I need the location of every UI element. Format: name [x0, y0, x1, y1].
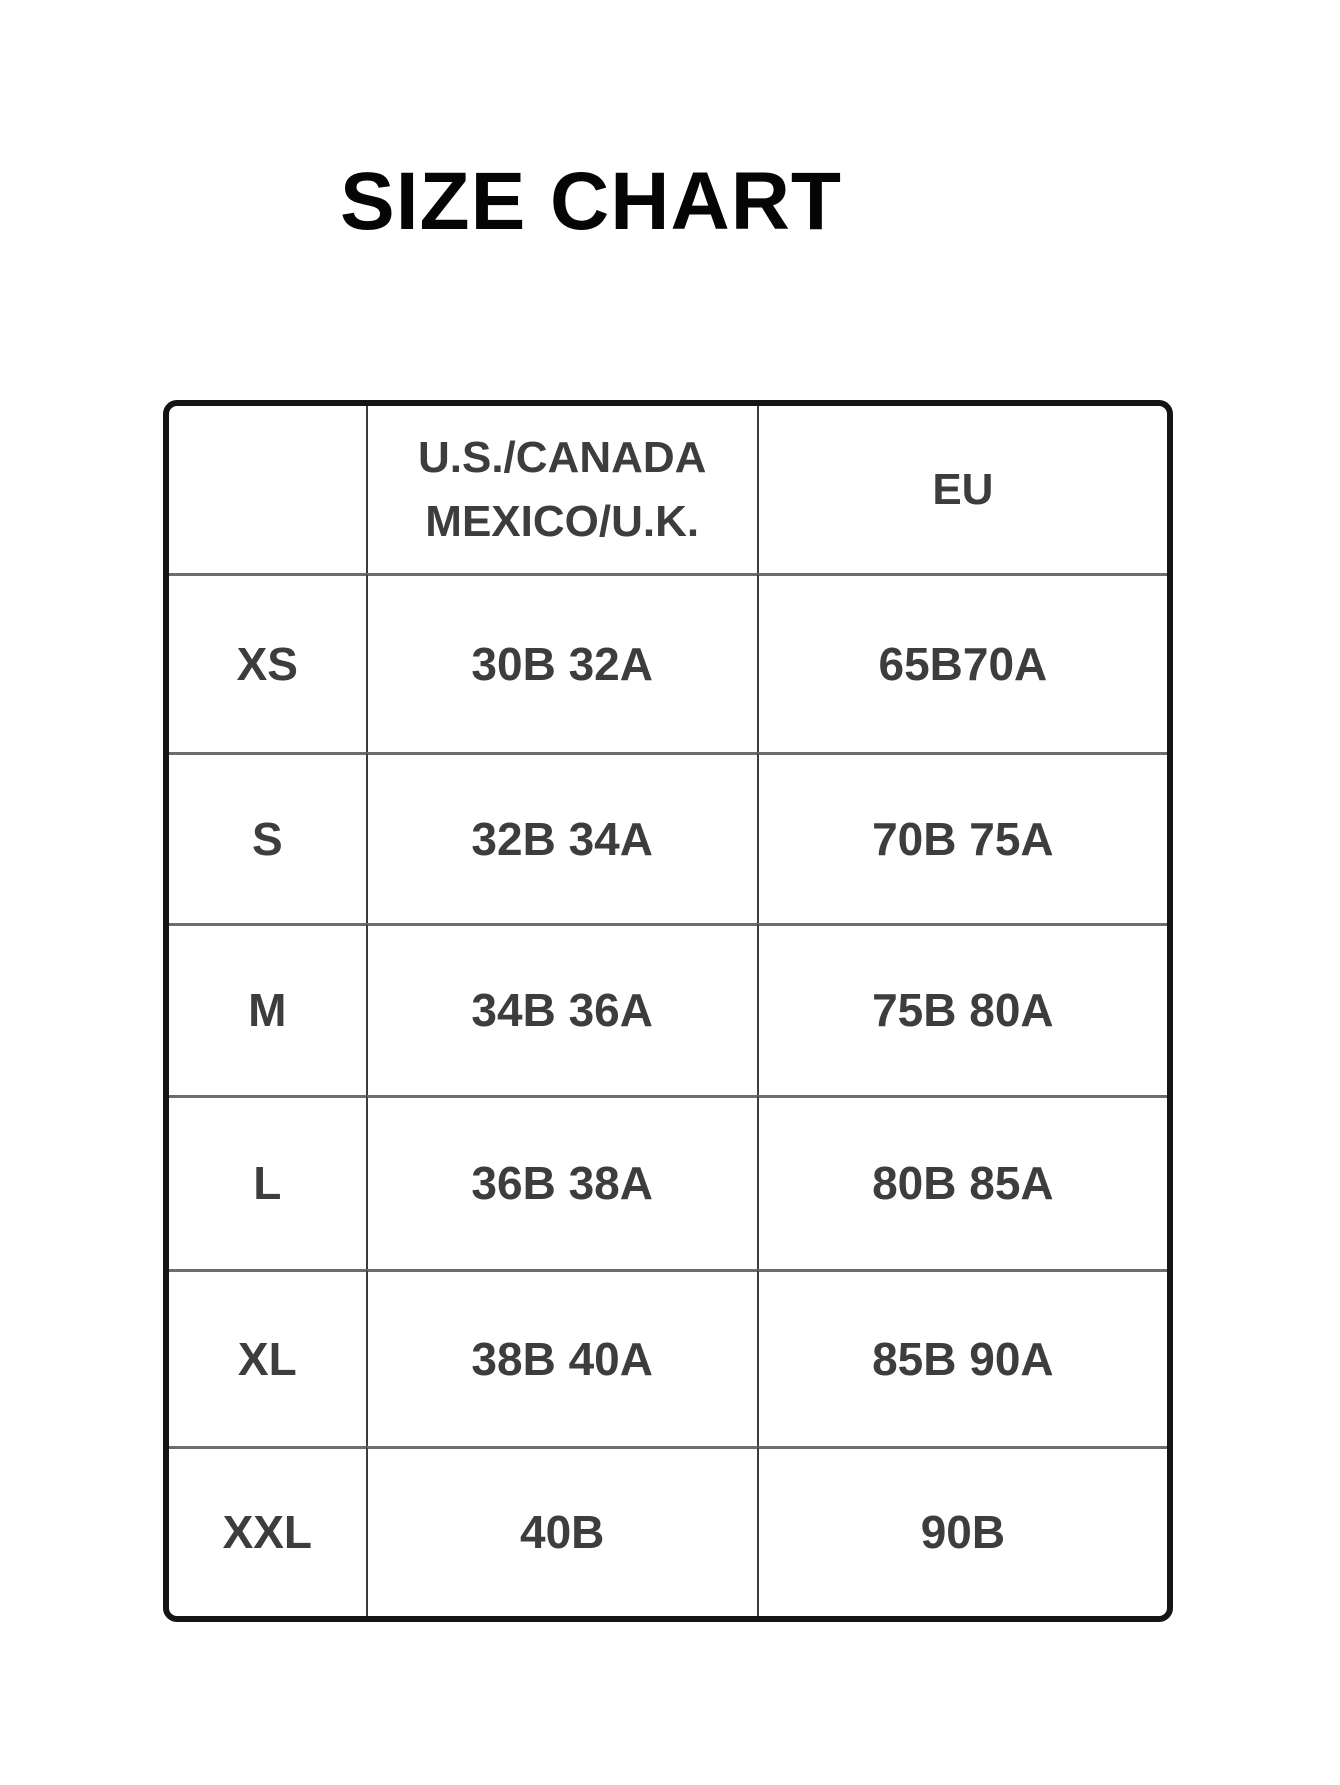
page-title: SIZE CHART: [340, 156, 842, 247]
header-size-column: [169, 406, 366, 573]
eu-size-value: 75B 80A: [872, 984, 1054, 1037]
eu-size-value: 90B: [920, 1506, 1006, 1559]
row-l-us-value: 36B 38A: [365, 1095, 757, 1269]
row-l-size-label: L: [169, 1095, 366, 1269]
row-m-size-label: M: [169, 923, 366, 1095]
size-label: XXL: [222, 1506, 313, 1559]
size-table: U.S./CANADA MEXICO/U.K. EU XS 30B 32A 65…: [163, 400, 1173, 1622]
row-xs-us-value: 30B 32A: [365, 573, 757, 752]
size-label: XL: [237, 1332, 297, 1385]
row-xs-eu-value: 65B70A: [756, 573, 1167, 752]
size-label: L: [253, 1157, 282, 1210]
row-s-us-value: 32B 34A: [365, 752, 757, 923]
us-size-value: 36B 38A: [471, 1157, 653, 1210]
row-xxl-size-label: XXL: [169, 1446, 366, 1616]
row-xl-size-label: XL: [169, 1269, 366, 1446]
size-label: M: [248, 984, 287, 1037]
eu-size-value: 65B70A: [878, 637, 1048, 690]
row-m-us-value: 34B 36A: [365, 923, 757, 1095]
row-xxl-us-value: 40B: [365, 1446, 757, 1616]
size-label: XS: [236, 637, 298, 690]
us-size-value: 40B: [520, 1506, 605, 1559]
size-label: S: [251, 812, 283, 865]
header-eu: EU: [756, 406, 1167, 573]
row-xl-eu-value: 85B 90A: [756, 1269, 1167, 1446]
eu-size-value: 80B 85A: [872, 1157, 1054, 1210]
us-size-value: 32B 34A: [471, 812, 653, 865]
row-l-eu-value: 80B 85A: [756, 1095, 1167, 1269]
row-s-size-label: S: [169, 752, 366, 923]
eu-size-value: 85B 90A: [872, 1332, 1054, 1385]
eu-size-value: 70B 75A: [872, 812, 1054, 865]
row-s-eu-value: 70B 75A: [756, 752, 1167, 923]
us-size-value: 34B 36A: [471, 984, 653, 1037]
us-size-value: 38B 40A: [471, 1332, 653, 1385]
us-size-value: 30B 32A: [471, 637, 653, 690]
row-xl-us-value: 38B 40A: [365, 1269, 757, 1446]
header-us-canada-mexico-uk: U.S./CANADA MEXICO/U.K.: [365, 406, 757, 573]
row-m-eu-value: 75B 80A: [756, 923, 1167, 1095]
row-xxl-eu-value: 90B: [756, 1446, 1167, 1616]
row-xs-size-label: XS: [169, 573, 366, 752]
